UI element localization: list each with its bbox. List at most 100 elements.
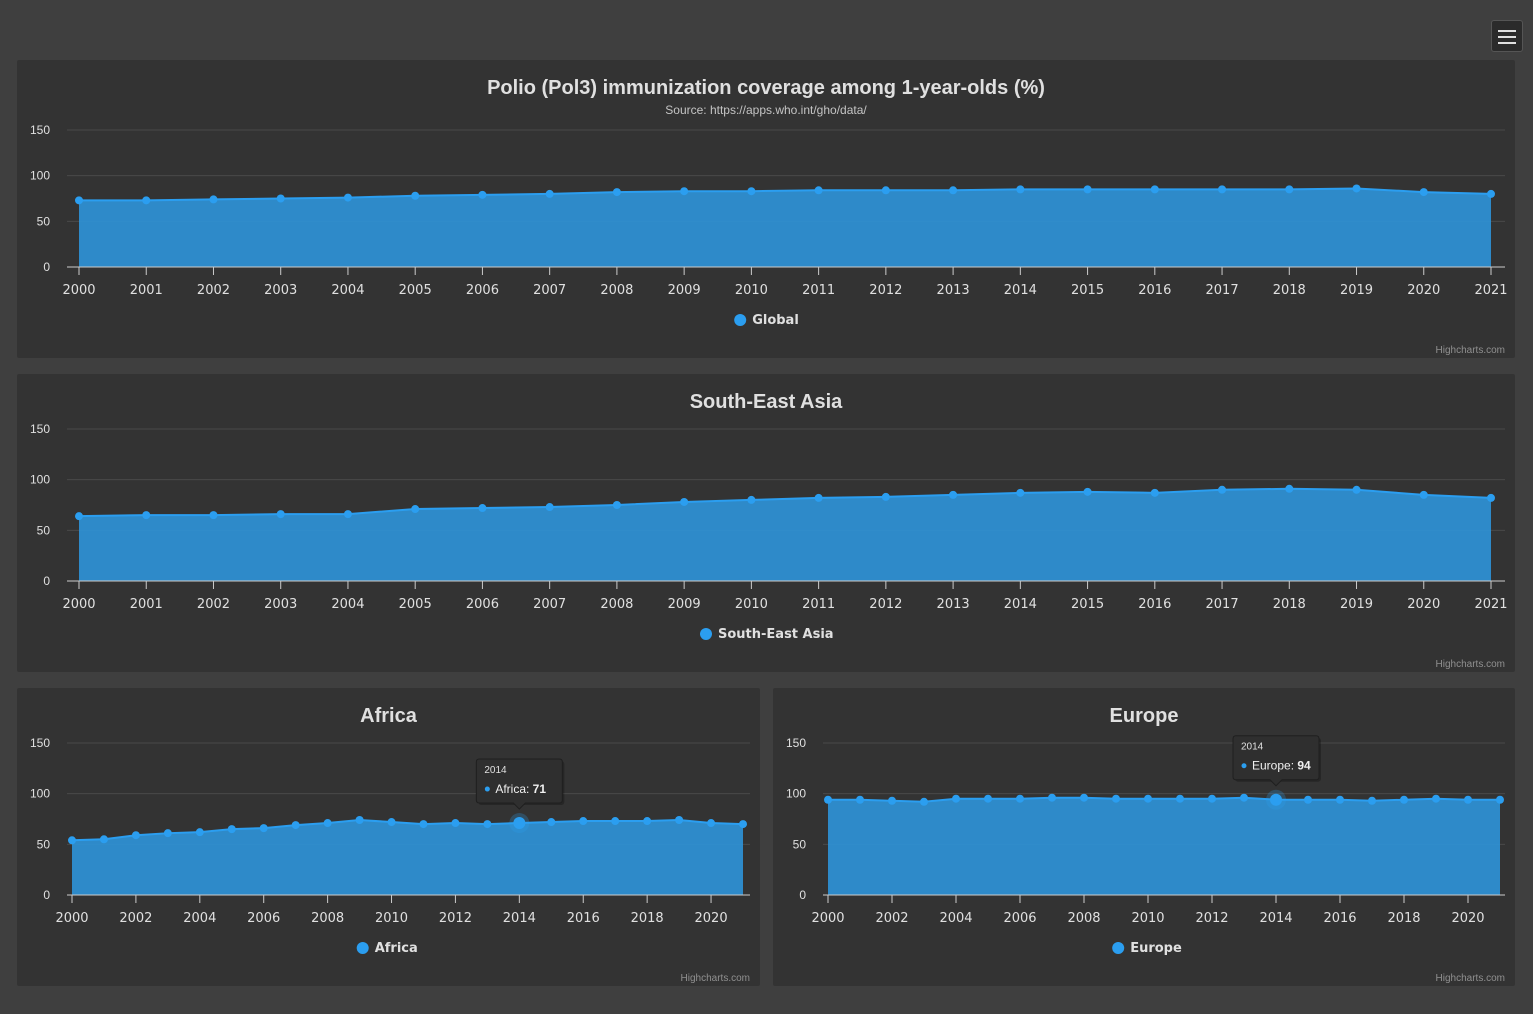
- data-point[interactable]: [1080, 793, 1088, 802]
- credits-link[interactable]: Highcharts.com: [1436, 345, 1505, 356]
- x-tick-label: 2011: [802, 283, 835, 298]
- legend-item-south-east-asia[interactable]: South-East Asia: [700, 627, 834, 642]
- data-point[interactable]: [1496, 795, 1504, 804]
- data-point[interactable]: [1218, 185, 1227, 194]
- data-point[interactable]: [1464, 795, 1472, 804]
- data-point[interactable]: [1112, 794, 1120, 803]
- data-point[interactable]: [1144, 794, 1152, 803]
- data-point[interactable]: [1400, 795, 1408, 804]
- data-point[interactable]: [1432, 794, 1440, 803]
- data-point[interactable]: [856, 795, 864, 804]
- data-point[interactable]: [163, 829, 172, 838]
- credits-link[interactable]: Highcharts.com: [1436, 973, 1505, 984]
- legend-item-africa[interactable]: Africa: [356, 941, 418, 956]
- data-point[interactable]: [949, 186, 958, 195]
- data-point[interactable]: [984, 794, 992, 803]
- data-point[interactable]: [1285, 185, 1294, 194]
- data-point[interactable]: [291, 821, 300, 830]
- data-point[interactable]: [1150, 488, 1159, 497]
- legend-item-europe[interactable]: Europe: [1112, 941, 1182, 956]
- data-point[interactable]: [343, 193, 352, 202]
- data-point[interactable]: [1016, 185, 1025, 194]
- data-point[interactable]: [747, 495, 756, 504]
- data-point[interactable]: [545, 503, 554, 512]
- data-point[interactable]: [1208, 794, 1216, 803]
- data-point[interactable]: [411, 191, 420, 200]
- data-point[interactable]: [1352, 485, 1361, 494]
- data-point[interactable]: [675, 816, 684, 825]
- data-point[interactable]: [612, 188, 621, 197]
- data-point[interactable]: [1487, 493, 1495, 502]
- data-point[interactable]: [411, 505, 420, 514]
- data-point[interactable]: [814, 186, 823, 195]
- data-point[interactable]: [888, 796, 896, 805]
- data-point[interactable]: [75, 196, 83, 205]
- data-point[interactable]: [209, 511, 218, 520]
- data-point[interactable]: [1304, 795, 1312, 804]
- data-point[interactable]: [419, 820, 428, 829]
- data-point[interactable]: [1048, 793, 1056, 802]
- data-point[interactable]: [949, 490, 958, 499]
- data-point[interactable]: [259, 824, 268, 833]
- data-point[interactable]: [1336, 795, 1344, 804]
- data-point[interactable]: [99, 835, 108, 844]
- data-point[interactable]: [1419, 490, 1428, 499]
- data-point[interactable]: [513, 817, 526, 830]
- data-point[interactable]: [1368, 796, 1376, 805]
- data-point[interactable]: [1083, 487, 1092, 496]
- data-point[interactable]: [579, 817, 588, 826]
- menu-button[interactable]: [1491, 20, 1523, 52]
- data-point[interactable]: [1270, 793, 1282, 806]
- data-point[interactable]: [747, 187, 756, 196]
- data-point[interactable]: [142, 196, 151, 205]
- data-point[interactable]: [276, 194, 285, 203]
- data-point[interactable]: [343, 510, 352, 519]
- data-point[interactable]: [547, 818, 556, 827]
- data-point[interactable]: [1218, 485, 1227, 494]
- data-point[interactable]: [68, 836, 76, 845]
- data-point[interactable]: [1083, 185, 1092, 194]
- data-point[interactable]: [227, 825, 236, 834]
- data-point[interactable]: [680, 497, 689, 506]
- data-point[interactable]: [131, 831, 140, 840]
- data-point[interactable]: [611, 817, 620, 826]
- data-point[interactable]: [75, 512, 83, 521]
- data-point[interactable]: [1285, 484, 1294, 493]
- data-point[interactable]: [1487, 189, 1495, 198]
- data-point[interactable]: [209, 195, 218, 204]
- data-point[interactable]: [1016, 488, 1025, 497]
- x-tick-label: 2010: [375, 911, 408, 926]
- data-point[interactable]: [824, 795, 832, 804]
- data-point[interactable]: [1352, 184, 1361, 193]
- data-point[interactable]: [323, 819, 332, 828]
- data-point[interactable]: [478, 190, 487, 199]
- data-point[interactable]: [355, 816, 364, 825]
- data-point[interactable]: [739, 820, 747, 829]
- data-point[interactable]: [387, 818, 396, 827]
- data-point[interactable]: [1419, 188, 1428, 197]
- data-point[interactable]: [478, 504, 487, 513]
- data-point[interactable]: [195, 828, 204, 837]
- data-point[interactable]: [707, 819, 716, 828]
- data-point[interactable]: [920, 797, 928, 806]
- data-point[interactable]: [612, 501, 621, 509]
- data-point[interactable]: [881, 492, 890, 501]
- data-point[interactable]: [142, 511, 151, 520]
- data-point[interactable]: [952, 794, 960, 803]
- data-point[interactable]: [1150, 185, 1159, 194]
- data-point[interactable]: [643, 817, 652, 826]
- data-point[interactable]: [881, 186, 890, 195]
- data-point[interactable]: [814, 493, 823, 502]
- credits-link[interactable]: Highcharts.com: [1436, 659, 1505, 670]
- data-point[interactable]: [1176, 794, 1184, 803]
- credits-link[interactable]: Highcharts.com: [681, 973, 750, 984]
- data-point[interactable]: [451, 819, 460, 828]
- data-point[interactable]: [1016, 794, 1024, 803]
- data-point[interactable]: [1240, 793, 1248, 802]
- data-point[interactable]: [545, 189, 554, 198]
- data-point[interactable]: [680, 187, 689, 196]
- x-tick-label: 2002: [875, 911, 908, 926]
- data-point[interactable]: [483, 820, 492, 829]
- data-point[interactable]: [276, 510, 285, 519]
- legend-item-global[interactable]: Global: [734, 313, 799, 328]
